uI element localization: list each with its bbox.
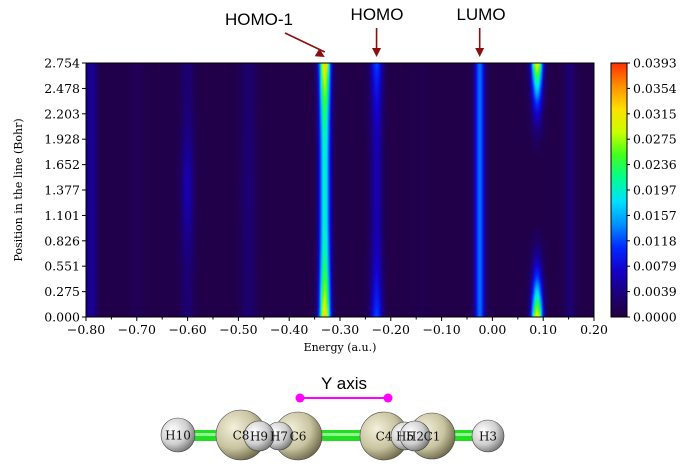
annotation-arrow-head — [475, 48, 485, 57]
x-tick-label: −0.70 — [118, 322, 156, 337]
atom-label-h10: H10 — [165, 429, 191, 443]
y-tick-label: 1.652 — [44, 157, 80, 172]
colorbar-tick-label: 0.0393 — [633, 56, 677, 71]
heatmap-image — [86, 63, 594, 317]
y-tick-label: 1.928 — [44, 132, 80, 147]
colorbar-tick-label: 0.0354 — [633, 81, 677, 96]
colorbar-tick-label: 0.0275 — [633, 132, 677, 147]
atom-label-h9: H9 — [250, 430, 268, 444]
orbital-annotations: HOMO-1 HOMO LUMO — [225, 5, 506, 57]
y-axis: 0.000 0.275 0.551 0.826 1.101 1.377 1.652 1.928… — [44, 56, 86, 325]
atom-label-h2: H2 — [406, 430, 424, 444]
colorbar-gradient — [610, 62, 628, 318]
annotation-arrow-head — [314, 48, 325, 57]
atom-label-c6: C6 — [290, 430, 307, 444]
x-axis-title: Energy (a.u.) — [304, 341, 377, 354]
x-tick-label: −0.10 — [422, 322, 460, 337]
atom-h9 — [243, 420, 275, 452]
annotation-arrow-head — [372, 48, 382, 57]
colorbar-tick-label: 0.0118 — [633, 233, 677, 248]
axis-marker-right — [383, 393, 393, 403]
x-tick-label: −0.30 — [321, 322, 359, 337]
y-tick-label: 0.551 — [44, 259, 80, 274]
colorbar-tick-label: 0.0315 — [633, 106, 677, 121]
x-axis: −0.80 −0.70 −0.60 −0.50 −0.40 −0.30 −0.20 −0.10… — [67, 317, 608, 337]
atom-h3 — [471, 419, 505, 453]
atom-h10 — [160, 417, 196, 453]
atom-label-h7: H7 — [270, 430, 288, 444]
x-tick-label: −0.60 — [168, 322, 206, 337]
y-axis-title: Position in the line (Bohr) — [12, 118, 25, 261]
colorbar-tick-label: 0.0079 — [633, 259, 677, 274]
heatmap — [85, 62, 595, 318]
y-tick-label: 2.478 — [44, 81, 80, 96]
colorbar-tick-label: 0.0157 — [633, 208, 677, 223]
y-tick-label: 1.101 — [44, 208, 80, 223]
colorbar-tick-label: 0.0039 — [633, 284, 677, 299]
y-tick-label: 2.754 — [44, 56, 80, 71]
atom-label-c8: C8 — [233, 429, 250, 443]
y-tick-label: 2.203 — [44, 106, 80, 121]
x-tick-label: 0.10 — [529, 322, 557, 337]
y-tick-label: 0.826 — [44, 233, 80, 248]
atom-label-h5: H5 — [396, 430, 414, 444]
molecule-axis-label: Y axis — [321, 374, 367, 393]
colorbar-ticks: 0.0393 0.0354 0.0315 0.0275 0.0236 0.0197 0.01… — [627, 56, 677, 325]
colorbar-tick-label: 0.0236 — [633, 157, 677, 172]
y-tick-label: 1.377 — [44, 183, 80, 198]
x-tick-label: −0.20 — [372, 322, 410, 337]
x-tick-label: 0.00 — [478, 322, 506, 337]
annotation-homo-1-label: HOMO-1 — [225, 10, 293, 29]
atom-label-h3: H3 — [479, 430, 497, 444]
x-tick-label: −0.80 — [67, 322, 105, 337]
x-tick-label: 0.20 — [580, 322, 608, 337]
atom-label-c1: C1 — [424, 430, 441, 444]
axis-marker-left — [295, 393, 305, 403]
atom-label-c4: C4 — [376, 430, 393, 444]
y-tick-label: 0.275 — [44, 284, 80, 299]
colorbar-tick-label: 0.0197 — [633, 183, 677, 198]
colorbar-tick-label: 0.0000 — [633, 310, 677, 325]
x-tick-label: −0.40 — [270, 322, 308, 337]
annotation-homo-label: HOMO — [351, 5, 404, 24]
colorbar: 0.0393 0.0354 0.0315 0.0275 0.0236 0.0197 0.01… — [610, 56, 677, 325]
annotation-arrow-shaft — [284, 32, 326, 53]
atom-h2 — [399, 420, 431, 452]
x-tick-label: −0.50 — [219, 322, 257, 337]
bond-highlight — [178, 433, 488, 436]
annotation-lumo-label: LUMO — [456, 5, 505, 24]
y-tick-label: 0.000 — [44, 310, 80, 325]
